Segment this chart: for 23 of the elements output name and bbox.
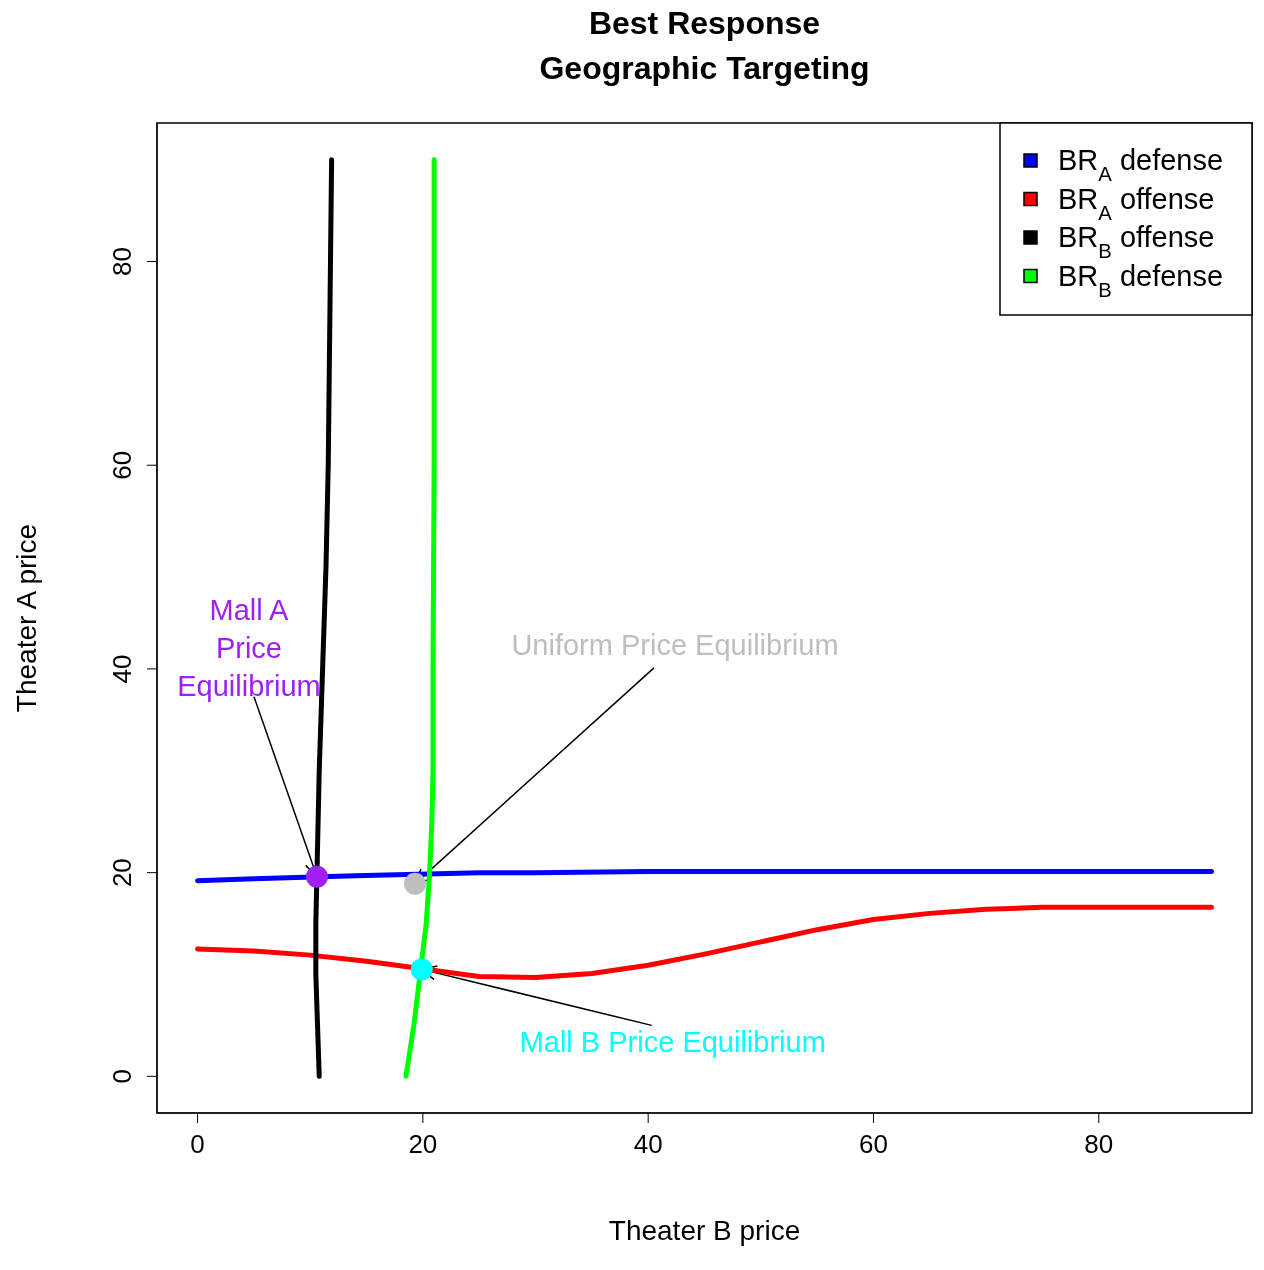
- x-axis-title: Theater B price: [608, 1215, 801, 1246]
- legend-label: BR$_{B}$ offense: [1058, 221, 1215, 262]
- chart-title: Best Response Geographic Targeting: [539, 5, 870, 86]
- point: [305, 865, 328, 888]
- annotation: Mall A Price Equilibrium: [177, 593, 321, 702]
- y-axis-title: Theater A price: [11, 523, 42, 713]
- legend-label: BR$_{A}$ defense: [1058, 144, 1224, 185]
- y-tick-label: 60: [107, 450, 137, 480]
- x-tick-label: 0: [190, 1129, 205, 1160]
- x-tick-label: 60: [859, 1129, 888, 1160]
- x-tick-label: 80: [1084, 1129, 1114, 1160]
- x-tick-label: 40: [633, 1129, 663, 1160]
- legend-label: BR$_{A}$ offense: [1058, 182, 1215, 224]
- x-tick-label: 20: [408, 1129, 438, 1160]
- legend-label: BR$_{B}$ defense: [1058, 259, 1224, 301]
- annotation: Uniform Price Equilibrium: [511, 628, 839, 661]
- y-tick-label: 80: [107, 247, 137, 276]
- y-tick-label: 40: [107, 654, 137, 684]
- point: [403, 872, 426, 895]
- y-tick-label: 0: [107, 1069, 137, 1084]
- y-tick-label: 20: [107, 858, 137, 888]
- annotation: Mall B Price Equilibrium: [519, 1026, 826, 1059]
- point: [410, 958, 433, 981]
